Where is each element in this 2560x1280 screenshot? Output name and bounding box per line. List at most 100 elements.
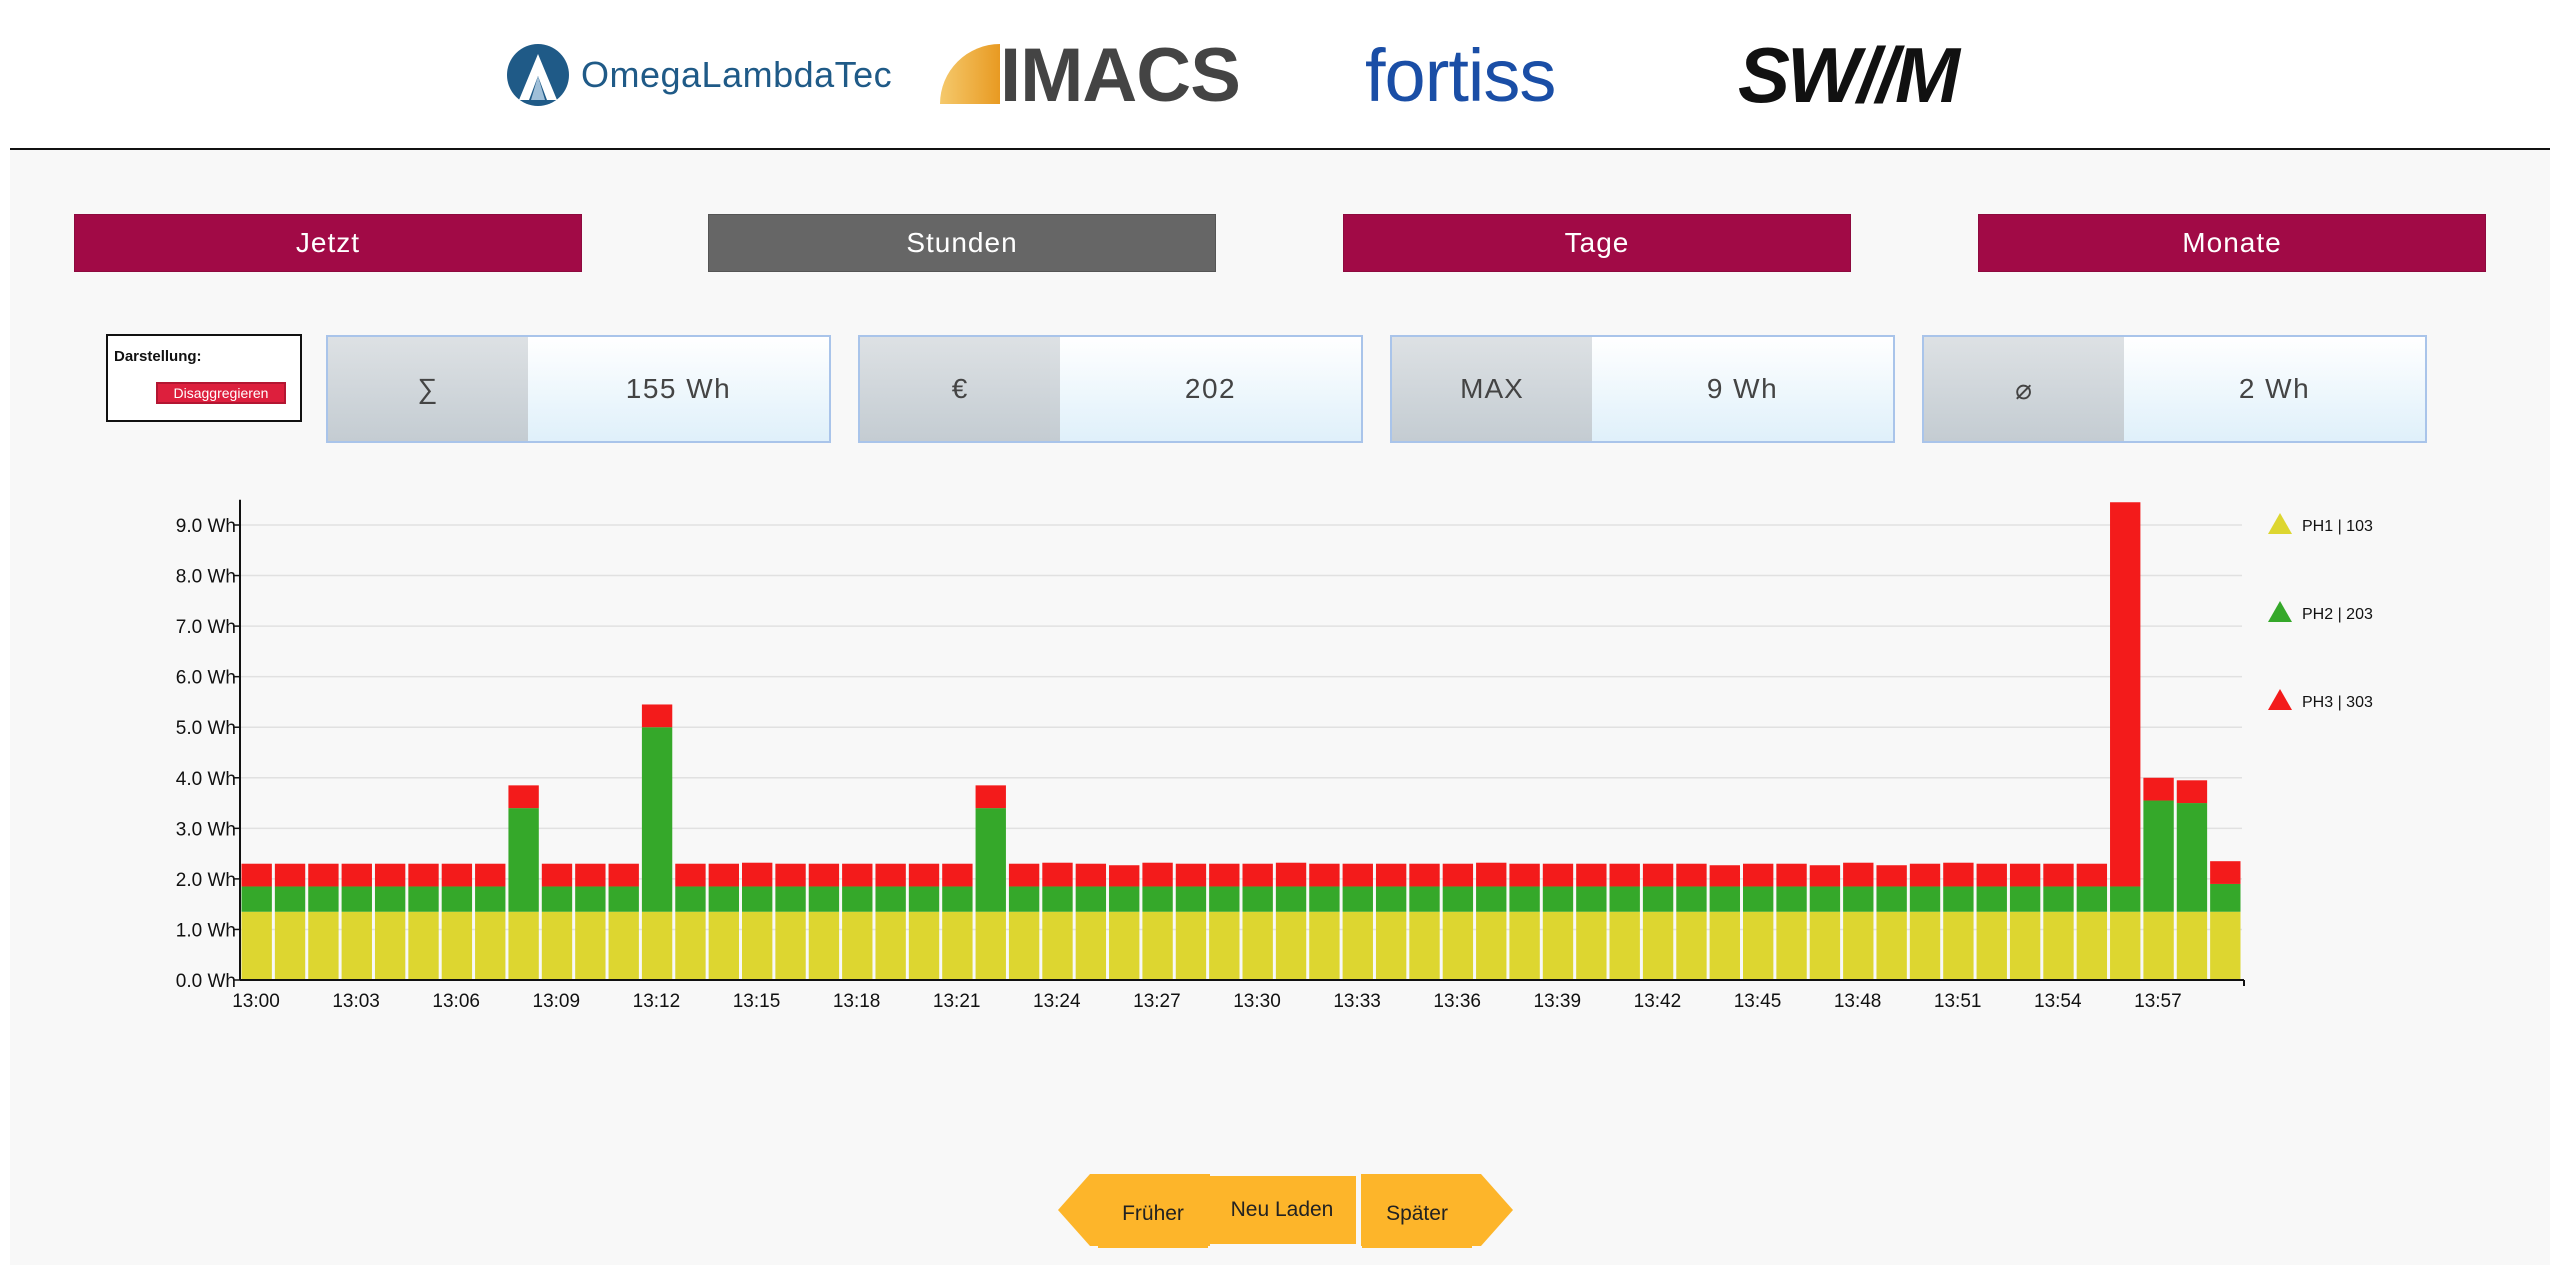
bar-segment-ph3 xyxy=(1375,863,1407,887)
bar-segment-ph1 xyxy=(1876,911,1907,980)
bar-segment-ph3 xyxy=(1175,863,1207,887)
disaggregate-button[interactable]: Disaggregieren xyxy=(156,382,286,404)
bar-segment-ph1 xyxy=(1442,911,1474,980)
range-button-stunden[interactable]: Stunden xyxy=(708,214,1216,272)
bar-segment-ph3 xyxy=(2076,863,2108,887)
earlier-button[interactable]: Früher xyxy=(1098,1180,1208,1248)
main-content: Jetzt Stunden Tage Monate Darstellung: D… xyxy=(10,150,2550,1265)
bar-segment-ph2 xyxy=(808,886,840,912)
bar-segment-ph2 xyxy=(1976,886,2007,912)
bar-segment-ph3 xyxy=(1809,865,1841,887)
legend-triangle-icon xyxy=(2268,689,2292,710)
bar-segment-ph2 xyxy=(2210,883,2241,912)
bar-segment-ph2 xyxy=(675,886,706,912)
x-tick-label: 13:36 xyxy=(1433,991,1481,1010)
bar-segment-ph2 xyxy=(308,886,339,912)
bar-segment-ph3 xyxy=(241,863,272,887)
display-mode-panel: Darstellung: Disaggregieren xyxy=(106,334,302,422)
bar-segment-ph1 xyxy=(1809,911,1841,980)
bar-segment-ph3 xyxy=(1109,865,1140,887)
bar-segment-ph2 xyxy=(374,886,406,912)
bar-segment-ph3 xyxy=(808,863,840,887)
bar-segment-ph2 xyxy=(1008,886,1040,912)
bar-segment-ph2 xyxy=(1342,886,1373,912)
x-tick-label: 13:03 xyxy=(332,991,380,1010)
bar-segment-ph3 xyxy=(675,863,706,887)
bar-segment-ph1 xyxy=(1509,911,1540,980)
bar-segment-ph2 xyxy=(475,886,506,912)
bar-segment-ph2 xyxy=(2143,800,2174,912)
x-tick-label: 13:45 xyxy=(1734,991,1782,1010)
reload-button[interactable]: Neu Laden xyxy=(1208,1176,1356,1244)
bar-segment-ph1 xyxy=(608,911,639,980)
bar-segment-ph1 xyxy=(875,911,906,980)
bar-segment-ph3 xyxy=(274,863,306,887)
bar-segment-ph2 xyxy=(441,886,473,912)
bar-segment-ph3 xyxy=(742,862,773,887)
bar-segment-ph1 xyxy=(1075,911,1107,980)
bar-segment-ph1 xyxy=(274,911,306,980)
bar-segment-ph1 xyxy=(1542,911,1574,980)
bar-segment-ph2 xyxy=(1776,886,1807,912)
y-tick-label: 8.0 Wh xyxy=(176,567,236,588)
bar-segment-ph3 xyxy=(708,863,739,887)
bar-segment-ph3 xyxy=(1042,862,1073,887)
swm-logo-text: SW//M xyxy=(1738,30,1960,119)
bar-segment-ph1 xyxy=(1242,911,1273,980)
header-divider xyxy=(10,148,2550,150)
omegalambdatec-logo-icon xyxy=(507,44,569,106)
bar-segment-ph2 xyxy=(341,886,372,912)
bar-segment-ph2 xyxy=(2176,803,2208,912)
later-button[interactable]: Später xyxy=(1362,1180,1472,1248)
bar-segment-ph3 xyxy=(1976,863,2007,887)
x-tick-label: 13:15 xyxy=(733,991,781,1010)
bar-segment-ph2 xyxy=(1209,886,1240,912)
bar-segment-ph1 xyxy=(1976,911,2007,980)
bar-segment-ph3 xyxy=(1576,863,1607,887)
range-button-tage[interactable]: Tage xyxy=(1343,214,1851,272)
x-tick-label: 13:24 xyxy=(1033,991,1081,1010)
bar-segment-ph2 xyxy=(1309,886,1340,912)
bar-segment-ph2 xyxy=(742,886,773,912)
bar-segment-ph3 xyxy=(1876,865,1907,887)
bar-segment-ph1 xyxy=(2176,911,2208,980)
bar-segment-ph3 xyxy=(1476,862,1507,887)
bar-segment-ph2 xyxy=(541,886,573,912)
bar-segment-ph2 xyxy=(1175,886,1207,912)
bar-segment-ph2 xyxy=(842,886,873,912)
bar-segment-ph1 xyxy=(708,911,739,980)
bar-segment-ph3 xyxy=(608,863,639,887)
bar-segment-ph3 xyxy=(1442,863,1474,887)
bar-segment-ph2 xyxy=(1509,886,1540,912)
range-button-monate[interactable]: Monate xyxy=(1978,214,2486,272)
bar-segment-ph2 xyxy=(1943,886,1974,912)
y-tick-label: 9.0 Wh xyxy=(176,516,236,537)
x-tick-label: 13:21 xyxy=(933,991,981,1010)
bar-segment-ph1 xyxy=(675,911,706,980)
y-tick-label: 2.0 Wh xyxy=(176,870,236,891)
legend-label: PH2 | 203 xyxy=(2302,606,2373,623)
bar-segment-ph3 xyxy=(975,785,1006,809)
y-tick-label: 3.0 Wh xyxy=(176,819,236,840)
bar-segment-ph1 xyxy=(1709,911,1740,980)
bar-segment-ph2 xyxy=(708,886,739,912)
x-tick-label: 13:42 xyxy=(1634,991,1682,1010)
bar-segment-ph3 xyxy=(1642,863,1674,887)
range-button-jetzt[interactable]: Jetzt xyxy=(74,214,582,272)
bar-segment-ph3 xyxy=(1309,863,1340,887)
bar-segment-ph2 xyxy=(1075,886,1107,912)
bar-segment-ph1 xyxy=(2110,911,2141,980)
stat-max: MAX 9 Wh xyxy=(1390,335,1895,443)
chart-axes: 0.0 Wh 1.0 Wh 2.0 Wh 3.0 Wh 4.0 Wh 5.0 Wh 6.0 … xyxy=(176,499,2245,1010)
bar-segment-ph1 xyxy=(1375,911,1407,980)
x-tick-label: 13:39 xyxy=(1534,991,1582,1010)
header: OmegaLambdaTec IMACS fortiss SW//M xyxy=(0,0,2560,150)
imacs-logo-text: IMACS xyxy=(1000,32,1241,118)
bar-segment-ph3 xyxy=(1943,862,1974,887)
bar-segment-ph3 xyxy=(541,863,573,887)
bar-segment-ph2 xyxy=(241,886,272,912)
x-tick-label: 13:51 xyxy=(1934,991,1982,1010)
bar-segment-ph3 xyxy=(1142,862,1173,887)
bar-segment-ph2 xyxy=(1242,886,1273,912)
legend-triangle-icon xyxy=(2268,513,2292,534)
